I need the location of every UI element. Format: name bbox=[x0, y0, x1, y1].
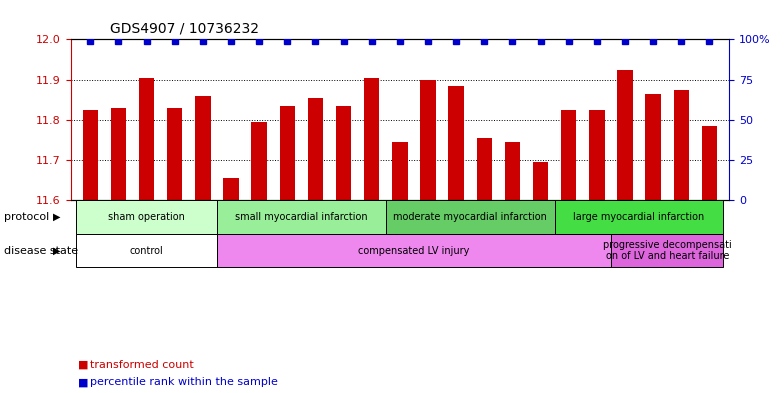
Text: sham operation: sham operation bbox=[108, 212, 185, 222]
Bar bbox=[645, 94, 661, 200]
Text: small myocardial infarction: small myocardial infarction bbox=[235, 212, 368, 222]
Bar bbox=[195, 96, 211, 200]
Text: ■: ■ bbox=[78, 360, 89, 370]
Text: large myocardial infarction: large myocardial infarction bbox=[573, 212, 705, 222]
Text: control: control bbox=[129, 246, 163, 255]
Bar bbox=[611, 234, 724, 267]
Bar bbox=[139, 77, 154, 200]
Text: compensated LV injury: compensated LV injury bbox=[358, 246, 470, 255]
Bar bbox=[561, 110, 576, 200]
Text: ■: ■ bbox=[78, 377, 89, 387]
Text: protocol: protocol bbox=[4, 212, 49, 222]
Bar bbox=[364, 77, 379, 200]
Bar bbox=[223, 178, 238, 200]
Text: progressive decompensati
on of LV and heart failure: progressive decompensati on of LV and he… bbox=[603, 240, 731, 261]
Bar bbox=[420, 80, 436, 200]
Text: ▶: ▶ bbox=[53, 246, 61, 255]
Bar bbox=[217, 200, 386, 234]
Bar bbox=[702, 126, 717, 200]
Bar bbox=[307, 98, 323, 200]
Bar bbox=[217, 234, 611, 267]
Bar bbox=[505, 142, 520, 200]
Text: percentile rank within the sample: percentile rank within the sample bbox=[90, 377, 278, 387]
Bar bbox=[252, 122, 267, 200]
Bar bbox=[392, 142, 408, 200]
Bar bbox=[477, 138, 492, 200]
Bar bbox=[617, 70, 633, 200]
Bar bbox=[336, 106, 351, 200]
Bar bbox=[76, 234, 217, 267]
Bar bbox=[533, 162, 548, 200]
Text: transformed count: transformed count bbox=[90, 360, 194, 370]
Bar bbox=[167, 108, 183, 200]
Bar bbox=[386, 200, 554, 234]
Text: moderate myocardial infarction: moderate myocardial infarction bbox=[394, 212, 547, 222]
Text: GDS4907 / 10736232: GDS4907 / 10736232 bbox=[110, 21, 259, 35]
Bar bbox=[280, 106, 295, 200]
Bar bbox=[673, 90, 689, 200]
Bar bbox=[111, 108, 126, 200]
Bar bbox=[82, 110, 98, 200]
Bar bbox=[554, 200, 724, 234]
Text: disease state: disease state bbox=[4, 246, 78, 255]
Bar bbox=[589, 110, 604, 200]
Text: ▶: ▶ bbox=[53, 212, 61, 222]
Bar bbox=[76, 200, 217, 234]
Bar bbox=[448, 86, 464, 200]
